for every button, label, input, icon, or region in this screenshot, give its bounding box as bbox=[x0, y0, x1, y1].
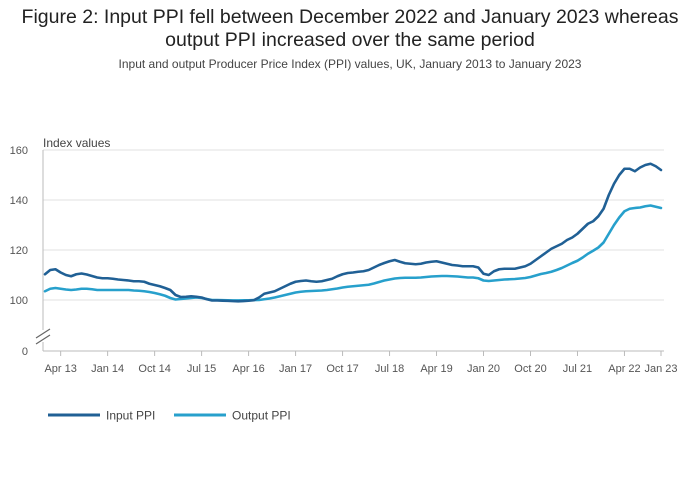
x-axis: Apr 13 Jan 14 Oct 14 Jul 15 Apr 16 Jan 17 Oct … bbox=[44, 351, 678, 375]
y-tick-label-100: 100 bbox=[10, 295, 28, 307]
y-axis-label: Index values bbox=[43, 136, 110, 150]
x-tick-label: Jul 18 bbox=[375, 363, 404, 375]
x-tick-label: Oct 17 bbox=[326, 363, 358, 375]
chart-title: Figure 2: Input PPI fell between Decembe… bbox=[0, 6, 700, 52]
series-line-output-ppi bbox=[43, 204, 663, 302]
x-tick-label: Apr 16 bbox=[232, 363, 264, 375]
chart-title-line-2: output PPI increased over the same perio… bbox=[165, 29, 535, 51]
x-tick-label: Apr 22 bbox=[608, 363, 640, 375]
y-tick-label-0: 0 bbox=[22, 346, 28, 358]
x-tick-label: Jul 15 bbox=[187, 363, 216, 375]
axis-break-mark bbox=[35, 328, 51, 339]
gridlines bbox=[35, 149, 664, 352]
y-tick-label-160: 160 bbox=[10, 145, 28, 157]
x-tick-label: Jan 17 bbox=[279, 363, 312, 375]
y-axis-ticks: 0 100 120 140 160 bbox=[10, 145, 28, 358]
x-tick-label: Jul 21 bbox=[563, 363, 592, 375]
legend-label-input-ppi: Input PPI bbox=[106, 409, 155, 423]
axis-break-mark bbox=[35, 334, 51, 345]
x-tick-label: Jan 20 bbox=[467, 363, 500, 375]
y-tick-label-140: 140 bbox=[10, 195, 28, 207]
x-tick-label: Oct 20 bbox=[514, 363, 546, 375]
y-tick-label-120: 120 bbox=[10, 245, 28, 257]
chart-title-line-1: Figure 2: Input PPI fell between Decembe… bbox=[21, 6, 679, 28]
x-tick-label: Oct 14 bbox=[138, 363, 170, 375]
legend-label-output-ppi: Output PPI bbox=[232, 409, 291, 423]
series-line-input-ppi bbox=[43, 162, 663, 303]
series-lines bbox=[43, 162, 663, 303]
legend: Input PPI Output PPI bbox=[48, 409, 291, 423]
x-tick-label: Apr 19 bbox=[420, 363, 452, 375]
chart-subtitle: Input and output Producer Price Index (P… bbox=[118, 57, 582, 71]
x-tick-label: Apr 13 bbox=[44, 363, 76, 375]
x-tick-label: Jan 23 bbox=[644, 363, 677, 375]
x-tick-label: Jan 14 bbox=[91, 363, 124, 375]
